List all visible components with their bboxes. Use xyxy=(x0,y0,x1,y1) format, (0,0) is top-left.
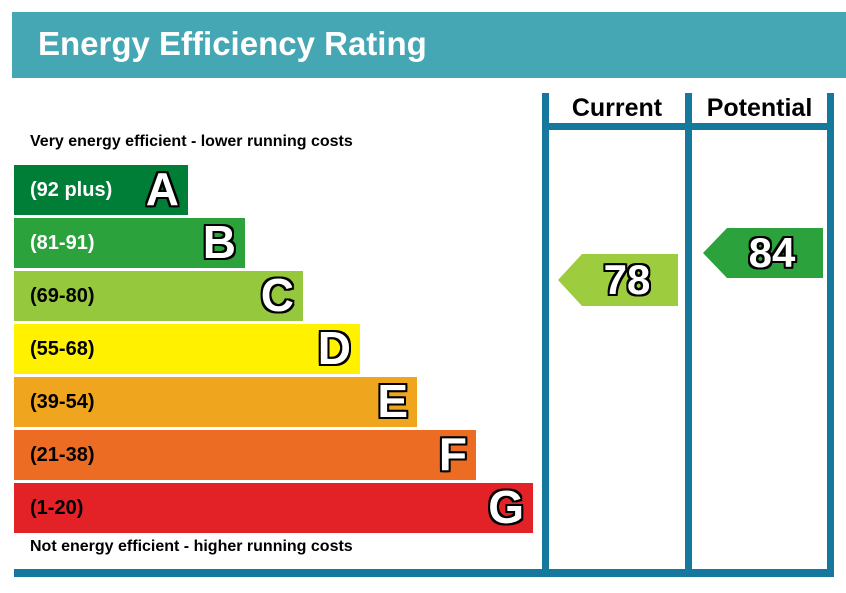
current-column-header: Current xyxy=(571,94,663,122)
chart-header-bar: Energy Efficiency Rating xyxy=(12,12,846,78)
page-title: Energy Efficiency Rating xyxy=(38,25,427,62)
band-a-range: (92 plus) xyxy=(30,178,113,201)
potential-column-header: Potential xyxy=(706,94,813,122)
column-divider-middle xyxy=(685,93,692,577)
column-divider-left xyxy=(542,93,549,577)
band-e: (39-54) E xyxy=(14,377,417,427)
band-c: (69-80) C xyxy=(14,271,303,321)
band-f-letter: F xyxy=(438,428,467,481)
potential-rating-value: 84 xyxy=(748,229,796,276)
header-underline xyxy=(542,123,834,130)
band-b-letter: B xyxy=(202,216,236,269)
current-rating-arrow: 78 xyxy=(558,254,678,306)
top-note: Very energy efficient - lower running co… xyxy=(30,133,353,150)
band-b: (81-91) B xyxy=(14,218,245,268)
band-c-range: (69-80) xyxy=(30,284,95,307)
band-g-letter: G xyxy=(488,481,524,534)
band-f-range: (21-38) xyxy=(30,443,95,466)
current-rating-value: 78 xyxy=(603,256,651,303)
band-f: (21-38) F xyxy=(14,430,476,480)
band-b-range: (81-91) xyxy=(30,231,95,254)
band-a-letter: A xyxy=(145,163,179,216)
band-g-range: (1-20) xyxy=(30,496,84,519)
band-d-range: (55-68) xyxy=(30,337,95,360)
band-d: (55-68) D xyxy=(14,324,360,374)
band-d-letter: D xyxy=(317,322,351,375)
band-a: (92 plus) A xyxy=(14,165,188,215)
bottom-rule xyxy=(14,569,834,577)
potential-rating-arrow: 84 xyxy=(703,228,823,278)
band-e-letter: E xyxy=(377,375,408,428)
bottom-note: Not energy efficient - higher running co… xyxy=(30,538,353,555)
column-divider-right xyxy=(827,93,834,577)
band-g: (1-20) G xyxy=(14,483,533,533)
band-e-range: (39-54) xyxy=(30,390,95,413)
band-c-letter: C xyxy=(260,269,294,322)
